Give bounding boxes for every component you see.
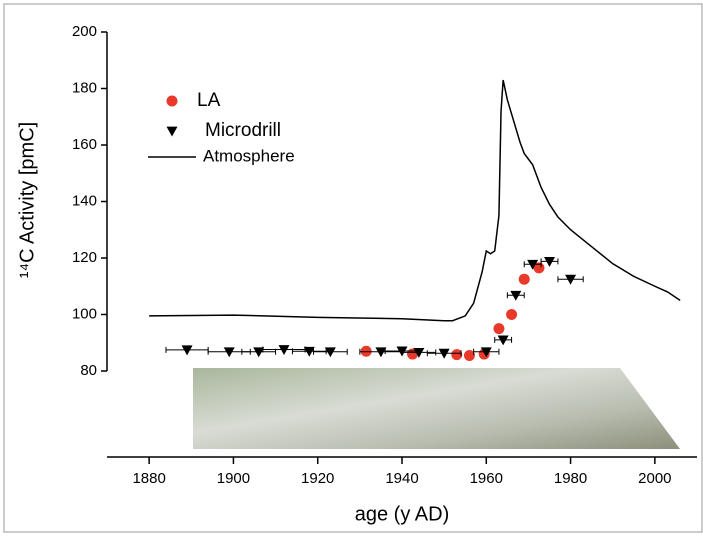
circle-marker	[463, 349, 475, 361]
circle-marker	[451, 349, 463, 361]
frame	[3, 3, 703, 533]
legend-label: LA	[197, 90, 221, 111]
y-tick-label: 140	[72, 192, 97, 209]
triangle-marker	[253, 347, 265, 358]
y-tick-label: 160	[72, 136, 97, 153]
legend-marker	[166, 95, 178, 107]
triangle-marker	[544, 256, 555, 267]
atmosphere-line	[149, 79, 681, 322]
x-tick-label: 1940	[385, 470, 418, 487]
triangle-marker	[303, 346, 315, 357]
legend-label: Atmosphere	[203, 146, 295, 165]
y-tick-label: 80	[80, 362, 97, 379]
circle-marker	[493, 323, 505, 335]
y-tick-label: 180	[72, 79, 97, 96]
x-tick-label: 1920	[301, 470, 334, 487]
circle-marker	[518, 273, 530, 285]
y-tick-label: 100	[72, 305, 97, 322]
triangle-marker	[565, 274, 577, 285]
triangle-marker	[510, 290, 522, 301]
circle-marker	[533, 262, 545, 274]
triangle-marker	[438, 348, 450, 359]
triangle-marker	[223, 347, 235, 358]
y-tick-label: 200	[72, 23, 97, 40]
triangle-marker	[480, 347, 492, 358]
triangle-marker	[375, 347, 387, 358]
x-tick-label: 1960	[470, 470, 503, 487]
x-tick-label: 1900	[217, 470, 250, 487]
triangle-marker	[497, 335, 509, 346]
sample-photo	[193, 368, 680, 449]
y-axis-label: ¹⁴C Activity [pmC]	[16, 122, 38, 278]
triangle-marker	[278, 345, 290, 356]
y-tick-label: 120	[72, 249, 97, 266]
circle-marker	[360, 345, 372, 357]
x-tick-label: 2000	[638, 470, 671, 487]
triangle-marker	[166, 126, 178, 137]
triangle-marker	[181, 345, 193, 356]
triangle-marker	[413, 347, 425, 358]
triangle-marker	[324, 347, 336, 358]
x-tick-label: 1980	[554, 470, 587, 487]
x-axis-label: age (y AD)	[355, 503, 449, 525]
triangle-marker	[527, 259, 539, 270]
x-tick-label: 1880	[132, 470, 165, 487]
circle-marker	[506, 309, 518, 320]
legend-label: Microdrill	[205, 120, 281, 141]
